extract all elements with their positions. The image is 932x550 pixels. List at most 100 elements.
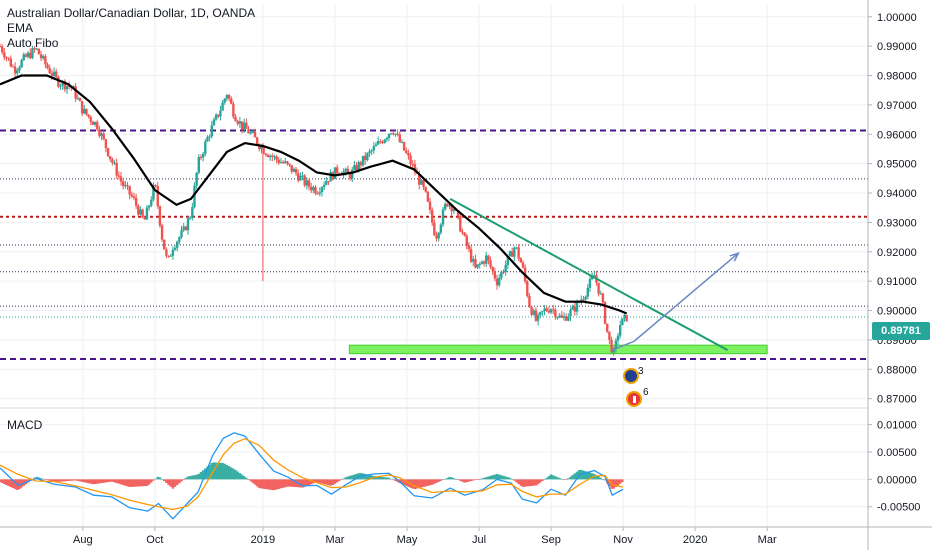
candle-body: [387, 133, 391, 139]
trendline[interactable]: [449, 198, 729, 352]
candle-body: [176, 241, 179, 248]
macd-histogram-bar: [430, 479, 434, 485]
macd-histogram-bar: [364, 473, 367, 480]
macd-histogram-bar: [590, 473, 594, 480]
candle-body: [601, 293, 605, 303]
candle-body: [398, 134, 401, 143]
candle-body: [407, 153, 410, 156]
projection-path[interactable]: [612, 252, 739, 351]
candle-body: [206, 137, 209, 142]
candle-body: [258, 144, 261, 150]
price-axis-label: 0.96000: [877, 129, 917, 141]
indicator-ema-label[interactable]: EMA: [7, 21, 34, 35]
candle-body: [335, 167, 339, 174]
macd-histogram-bar: [368, 474, 371, 480]
macd-histogram-bar: [569, 476, 572, 480]
candle-body: [266, 154, 270, 158]
macd-histogram-bar: [307, 479, 311, 486]
candle-body: [48, 68, 51, 74]
macd-histogram-bar: [385, 477, 389, 480]
candle-body: [309, 186, 313, 191]
candle-body: [78, 98, 82, 102]
candle-body: [277, 159, 280, 164]
candle-body: [465, 235, 468, 246]
macd-histogram-bar: [528, 479, 531, 487]
candle-body: [7, 57, 10, 59]
macd-histogram-bar: [42, 478, 45, 480]
price-axis-label: 0.93000: [877, 217, 917, 229]
macd-histogram-bar: [353, 474, 356, 480]
candle-body: [348, 172, 352, 179]
candle-body: [411, 164, 414, 166]
candle-body: [400, 141, 404, 143]
candle-body: [413, 164, 417, 173]
macd-histogram-bar: [411, 479, 414, 489]
price-axis-label: 0.87000: [877, 394, 917, 406]
candle-body: [98, 129, 101, 136]
macd-histogram-bar: [9, 479, 13, 488]
macd-histogram-bar: [87, 479, 90, 484]
candle-body: [409, 155, 412, 165]
macd-histogram-bar: [3, 479, 6, 485]
macd-histogram-bar: [106, 479, 110, 483]
macd-histogram-bar: [413, 479, 417, 490]
candle-body: [154, 185, 157, 187]
candle-body: [275, 156, 278, 160]
macd-histogram-bar: [67, 479, 71, 481]
macd-histogram-bar: [361, 473, 365, 480]
macd-histogram-bar: [448, 476, 451, 480]
macd-histogram-bar: [588, 472, 592, 480]
candle-body: [374, 144, 378, 147]
projection-arrowhead[interactable]: [729, 251, 740, 262]
support-zone-layer[interactable]: [348, 344, 768, 355]
candle-body: [556, 317, 559, 319]
candle-body: [93, 121, 97, 125]
candle-body: [240, 121, 244, 130]
macd-axis-label: -0.00500: [877, 502, 920, 514]
macd-histogram-bar: [515, 479, 518, 483]
aud-flag-icon[interactable]: [623, 368, 639, 384]
candle-body: [396, 133, 399, 135]
macd-histogram-bar: [616, 479, 620, 486]
macd-histogram-bar: [299, 479, 302, 488]
macd-histogram-bar: [292, 479, 296, 487]
macd-histogram-bar: [597, 476, 600, 480]
candle-body: [13, 66, 17, 74]
indicator-autofibo-label[interactable]: Auto Fibo: [7, 36, 59, 50]
macd-pane-label[interactable]: MACD: [7, 418, 43, 432]
candle-body: [497, 278, 501, 286]
macd-histogram-bar: [446, 477, 449, 480]
macd-histogram-bar: [329, 479, 332, 486]
candle-body: [327, 180, 330, 182]
price-axis-label: 1.00000: [877, 12, 917, 24]
macd-histogram-bar: [169, 479, 172, 487]
candle-body: [435, 235, 438, 239]
candle-body: [141, 209, 144, 218]
macd-histogram-bar: [217, 462, 220, 480]
macd-histogram-bar: [182, 479, 185, 480]
candle-body: [359, 162, 363, 166]
macd-histogram-bar: [240, 474, 244, 480]
time-axis-label: 2020: [683, 534, 707, 546]
symbol-title[interactable]: Australian Dollar/Canadian Dollar, 1D, O…: [7, 6, 256, 20]
price-axis-label: 0.90000: [877, 306, 917, 318]
candle-body: [29, 52, 32, 59]
macd-histogram-bar: [279, 479, 283, 489]
ema-line: [0, 74, 628, 315]
support-zone[interactable]: [348, 344, 768, 355]
drawings[interactable]: [0, 198, 868, 352]
candle-body: [167, 255, 170, 257]
cad-flag-icon[interactable]: [626, 391, 642, 407]
macd-histogram-bar: [50, 479, 54, 482]
macd-histogram-bar: [418, 479, 421, 488]
macd-histogram-bar: [102, 479, 105, 483]
time-axis-label: Aug: [73, 534, 93, 546]
candle-body: [510, 251, 514, 257]
candle-body: [236, 121, 239, 124]
candle-body: [102, 133, 105, 140]
macd-histogram-bar: [145, 479, 149, 486]
auto-fibo-levels[interactable]: [0, 129, 868, 360]
candle-body: [89, 116, 92, 122]
macd-histogram-bar: [238, 473, 242, 480]
macd-histogram-bar: [338, 479, 341, 482]
